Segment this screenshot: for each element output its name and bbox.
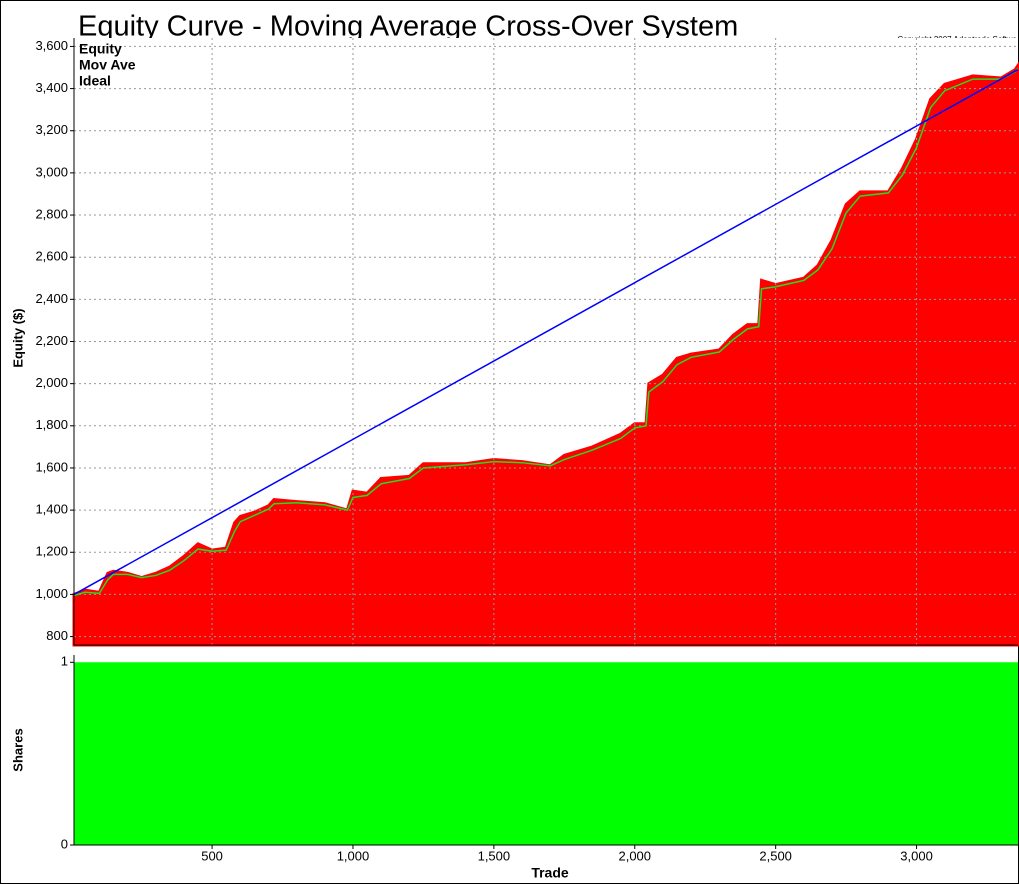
y-tick-label: 3,000 — [35, 164, 68, 179]
y-tick-label: 1,600 — [35, 459, 68, 474]
x-tick-label: 2,000 — [618, 848, 651, 863]
y-tick-label: 2,400 — [35, 291, 68, 306]
x-axis-label: Trade — [531, 865, 569, 881]
x-tick-label: 1,500 — [478, 848, 511, 863]
y-tick-label: 1,400 — [35, 502, 68, 517]
y-tick-label: 2,200 — [35, 333, 68, 348]
y-tick-label: 800 — [46, 628, 68, 643]
legend-entry: Equity — [79, 41, 122, 57]
y-tick-label: 1,200 — [35, 544, 68, 559]
y-tick-label: 3,400 — [35, 80, 68, 95]
area — [72, 61, 1019, 647]
x-tick-label: 3,000 — [900, 848, 933, 863]
y-tick-label: 0 — [61, 836, 68, 851]
y-tick-label: 2,000 — [35, 375, 68, 390]
line — [73, 68, 1019, 597]
y-tick-label: 3,600 — [35, 38, 68, 53]
y-axis-label: Shares — [10, 728, 25, 771]
x-tick-label: 2,500 — [759, 848, 792, 863]
area — [74, 662, 1018, 845]
line — [73, 68, 1019, 596]
legend-entry: Mov Ave — [79, 57, 136, 73]
y-tick-label: 2,600 — [35, 249, 68, 264]
y-tick-label: 1,000 — [35, 586, 68, 601]
x-tick-label: 1,000 — [337, 848, 370, 863]
x-tick-label: 500 — [201, 848, 223, 863]
y-axis-label: Equity ($) — [10, 308, 25, 367]
y-tick-label: 2,800 — [35, 206, 68, 221]
chart-title: Equity Curve - Moving Average Cross-Over… — [78, 11, 738, 43]
y-tick-label: 1 — [61, 654, 68, 669]
legend-entry: Ideal — [79, 73, 111, 89]
y-tick-label: 1,800 — [35, 417, 68, 432]
y-tick-label: 3,200 — [35, 122, 68, 137]
